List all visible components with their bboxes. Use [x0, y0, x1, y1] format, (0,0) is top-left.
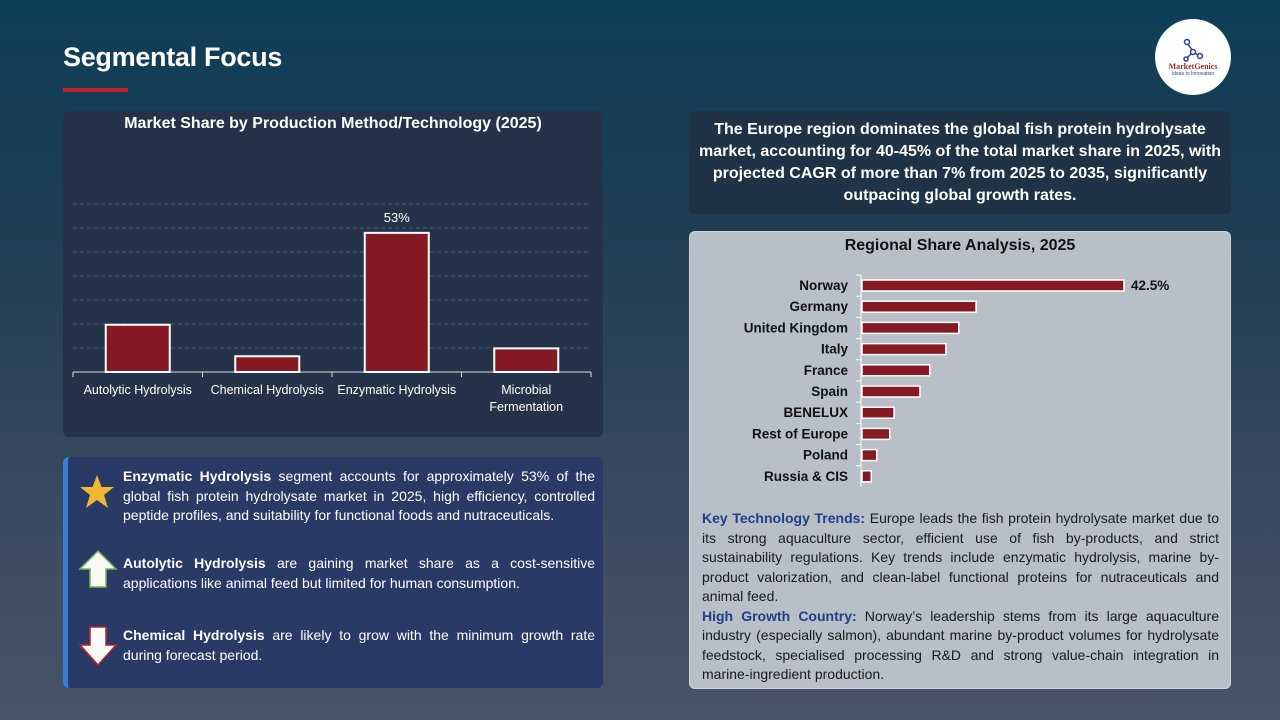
bar	[861, 427, 891, 441]
bar	[861, 321, 960, 335]
summary-box: The Europe region dominates the global f…	[689, 111, 1231, 214]
bar	[861, 342, 947, 356]
bar	[861, 385, 921, 398]
y-tick-label: Italy	[821, 342, 849, 357]
y-tick-label: BENELUX	[783, 405, 848, 420]
bullet-chemical: Chemical Hydrolysis are likely to grow w…	[123, 627, 595, 663]
key-trends-text: Europe leads the fish protein hydrolysat…	[702, 510, 1220, 604]
y-tick-label: Spain	[811, 384, 848, 399]
arrow-down-icon	[78, 625, 118, 672]
bar	[861, 448, 878, 462]
x-tick-label: Autolytic Hydrolysis	[84, 383, 192, 397]
bullet-enzymatic: Enzymatic Hydrolysis segment accounts fo…	[123, 468, 595, 523]
y-tick-label: Russia & CIS	[764, 469, 848, 484]
y-tick-label: Rest of Europe	[752, 426, 849, 441]
y-tick-label: Norway	[799, 278, 848, 293]
x-tick-label: Chemical Hydrolysis	[211, 383, 324, 397]
molecule-icon	[1183, 38, 1204, 62]
bar	[861, 279, 1125, 292]
arrow-up-icon	[78, 549, 118, 594]
y-tick-label: France	[804, 363, 849, 378]
bar	[861, 364, 931, 377]
logo: MarketGenics Ideas to Innovation	[1155, 19, 1231, 95]
regional-share-panel: Regional Share Analysis, 2025 Norway 42.5…	[689, 231, 1231, 689]
page-title: Segmental Focus	[63, 42, 283, 72]
logo-name: MarketGenics	[1168, 61, 1218, 71]
regional-share-chart-svg: Norway 42.5% Germany United Kingdom Italy Fra…	[744, 274, 1169, 487]
bar	[861, 470, 872, 483]
segment-insights: Enzymatic Hydrolysis segment accounts fo…	[63, 457, 603, 688]
bar	[861, 406, 895, 419]
star-icon	[78, 473, 116, 516]
chart-title: Regional Share Analysis, 2025	[844, 237, 1076, 254]
bar	[363, 231, 430, 373]
logo-tagline: Ideas to Innovation	[1171, 70, 1215, 77]
high-growth-text: Norway’s leadership stems from its large…	[702, 607, 1219, 683]
y-tick-label: Poland	[803, 448, 848, 463]
y-tick-label: Germany	[789, 299, 848, 314]
x-tick-label: Enzymatic Hydrolysis	[337, 383, 456, 397]
y-tick-label: United Kingdom	[744, 320, 848, 335]
high-growth-label: High Growth Country:	[702, 607, 857, 624]
bar	[861, 300, 977, 313]
production-method-chart: Market Share by Production Method/Techno…	[63, 111, 603, 437]
bar	[104, 323, 171, 373]
bullet-autolytic: Autolytic Hydrolysis are gaining market …	[123, 555, 595, 591]
bar	[234, 355, 301, 373]
data-label: 42.5%	[1131, 278, 1169, 293]
trends-text: Key Technology Trends: Europe leads the …	[702, 509, 1219, 685]
x-tick-label: Microbial	[501, 383, 551, 397]
chart-title: Market Share by Production Method/Techno…	[124, 115, 542, 132]
x-tick-label: Fermentation	[489, 400, 563, 414]
title-underline	[63, 88, 128, 92]
key-trends-label: Key Technology Trends:	[702, 510, 866, 526]
data-label: 53%	[384, 210, 410, 225]
bar	[493, 347, 560, 373]
production-method-chart-svg: Autolytic Hydrolysis Chemical Hydrolysis 5…	[72, 203, 592, 414]
